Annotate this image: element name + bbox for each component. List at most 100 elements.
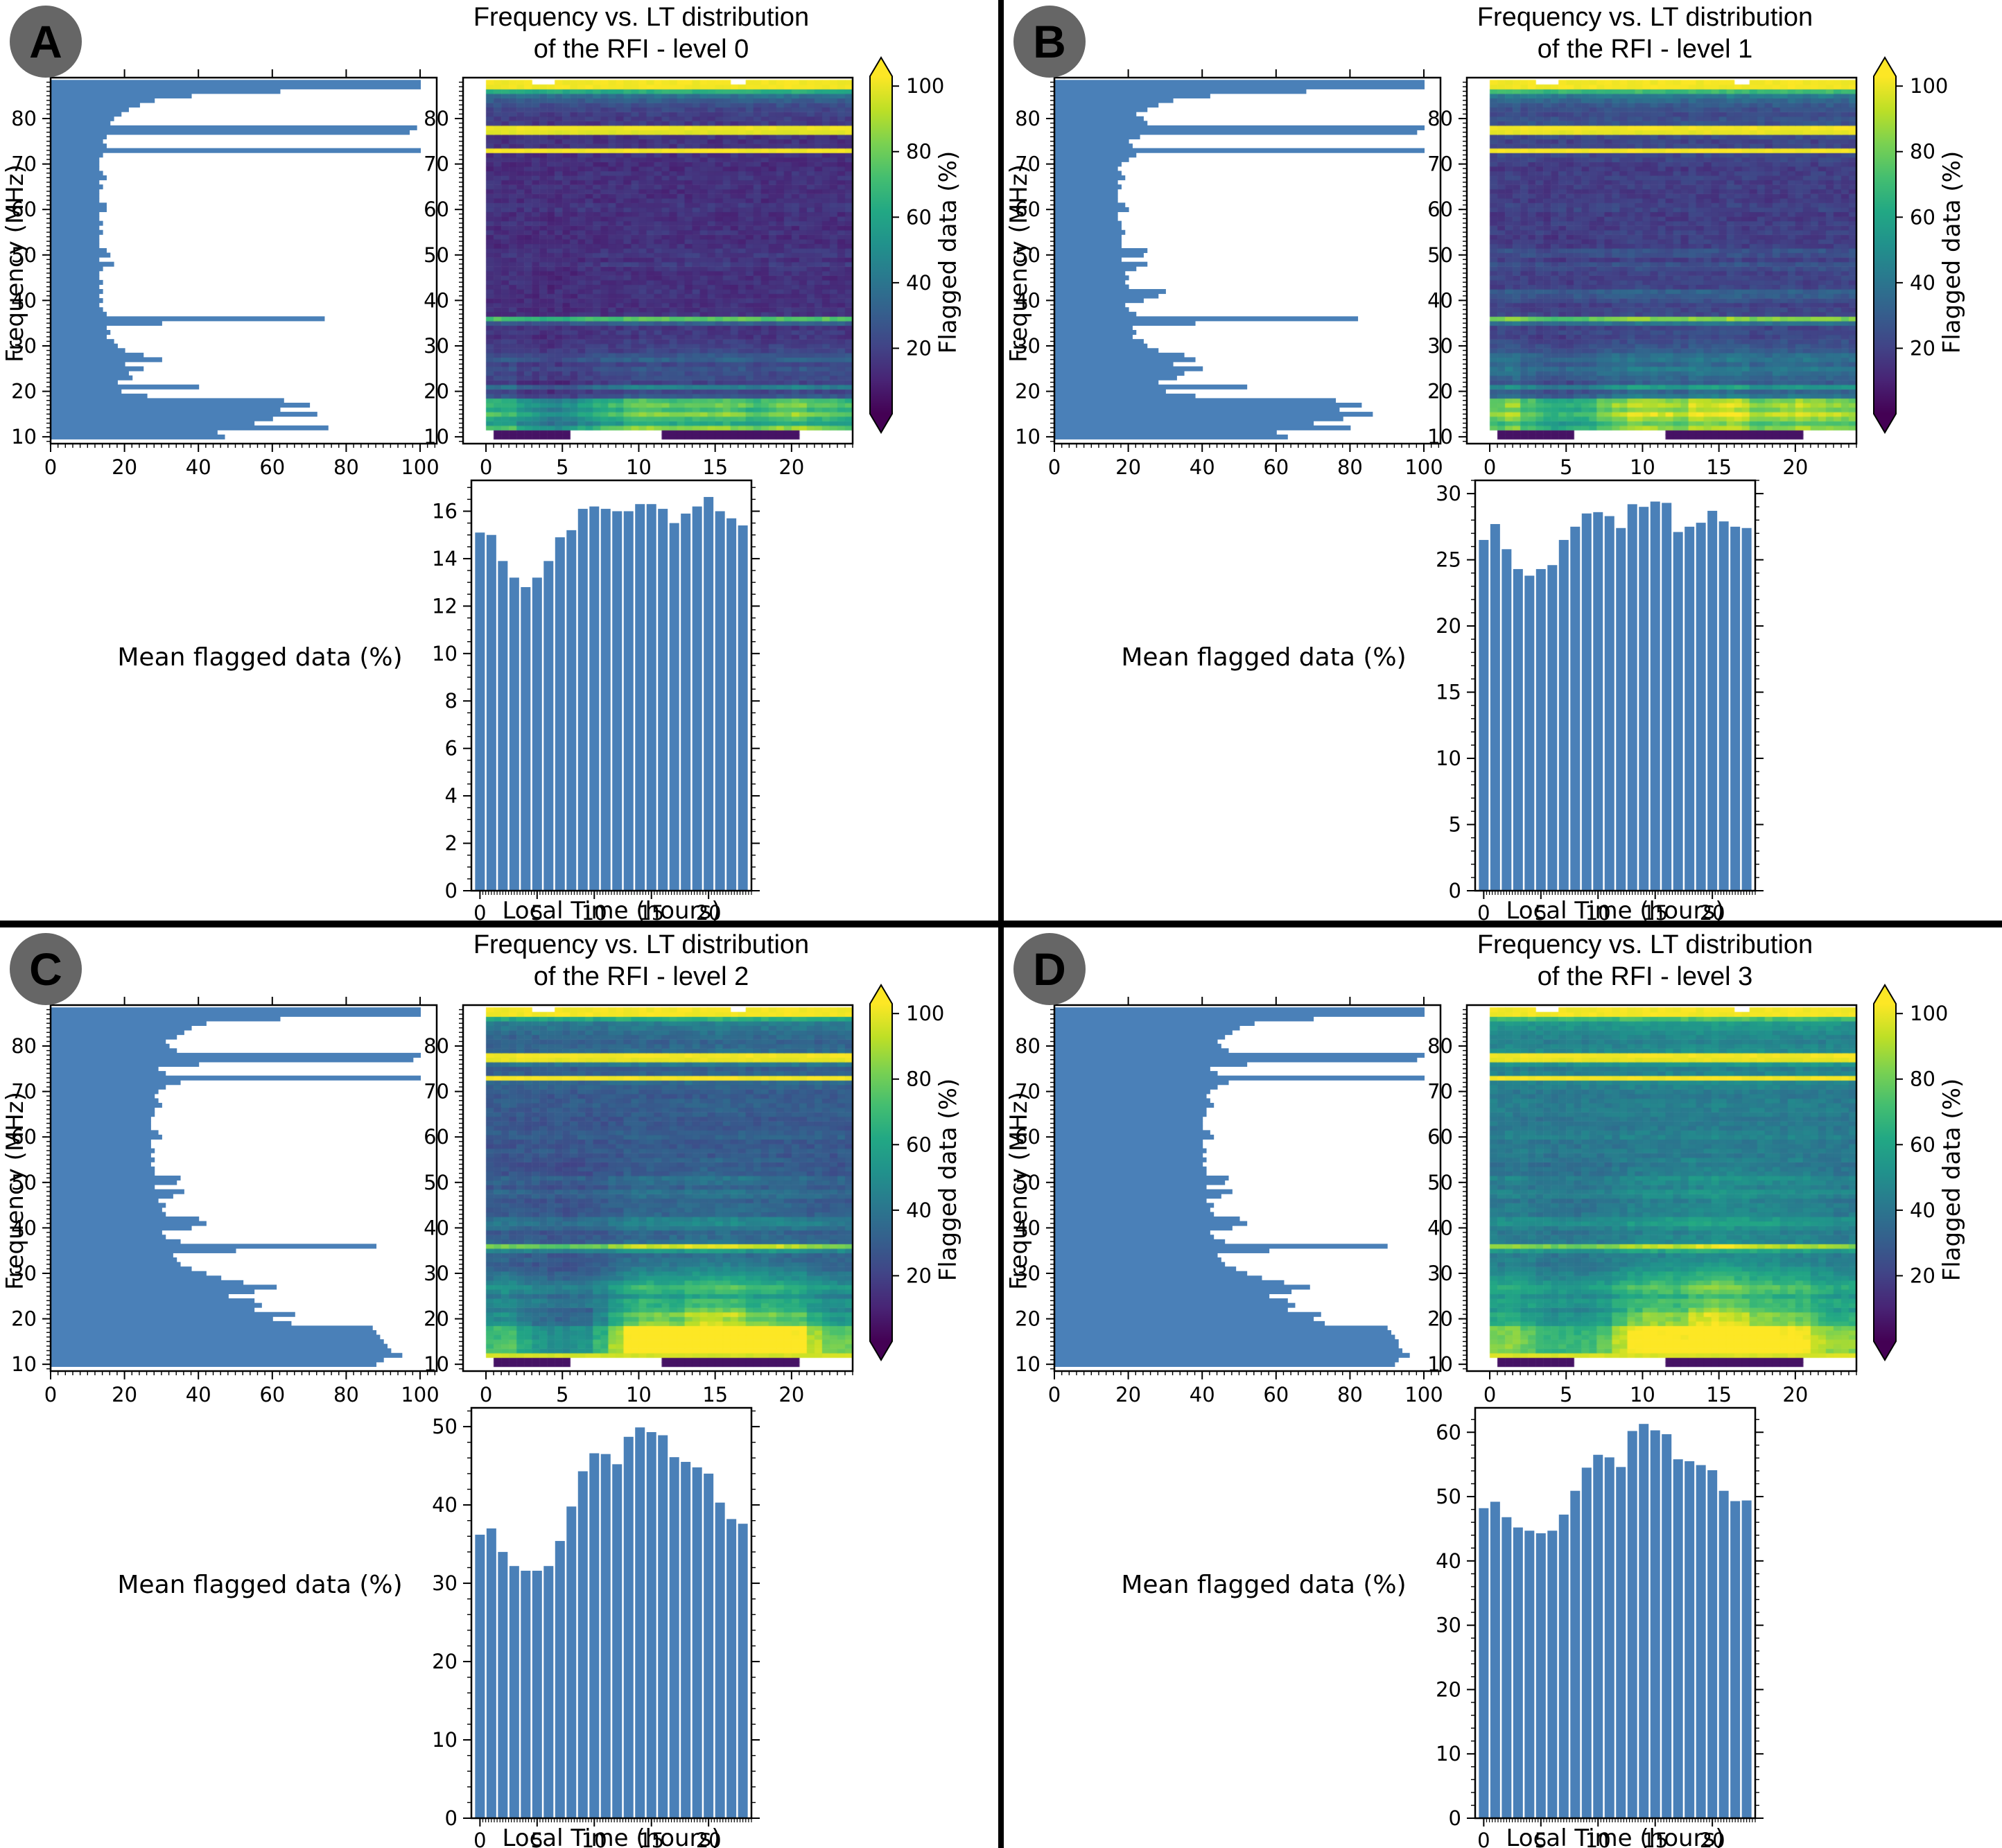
heatmap-axes: 0 5 10 15 20 10 20 30 40 50 60 70 80: [424, 76, 854, 479]
svg-text:12: 12: [432, 594, 458, 618]
svg-text:60: 60: [424, 198, 449, 221]
frequency-axis-label: Frequency (MHz): [1005, 164, 1033, 363]
svg-text:40: 40: [424, 1216, 449, 1239]
svg-text:30: 30: [424, 1262, 449, 1285]
svg-text:100: 100: [1910, 1002, 1948, 1025]
svg-text:20: 20: [1782, 455, 1808, 479]
svg-text:60: 60: [1015, 1125, 1041, 1149]
svg-text:60: 60: [906, 205, 932, 229]
svg-text:20: 20: [696, 1829, 722, 1848]
svg-text:20: 20: [1782, 1383, 1808, 1406]
svg-text:80: 80: [1427, 1034, 1453, 1058]
svg-text:10: 10: [432, 1728, 458, 1752]
flag-vs-frequency-chart: 0 20 40 60 80 100 10 20 30 40 50 60 70 80: [1015, 997, 1443, 1406]
frequency-axis-label: Frequency (MHz): [1005, 1092, 1033, 1290]
svg-text:60: 60: [259, 455, 285, 479]
flag-vs-frequency-chart: 0 20 40 60 80 100 10 20 30 40 50 60 70 80: [11, 997, 439, 1406]
svg-text:0: 0: [445, 879, 458, 903]
svg-text:20: 20: [11, 1307, 37, 1331]
svg-text:10: 10: [626, 1383, 652, 1406]
svg-text:20: 20: [424, 1307, 449, 1331]
panel-a: 0 20 40 60 80 100 10 20 30 40 50 60 70 80 0 5 10 15 20 10 20…: [0, 0, 998, 925]
svg-text:15: 15: [1706, 455, 1732, 479]
time-axis-label: Local Time (hours): [502, 897, 721, 925]
svg-text:10: 10: [1427, 425, 1453, 448]
svg-text:0: 0: [1048, 1383, 1061, 1406]
svg-text:100: 100: [401, 1383, 439, 1406]
svg-text:50: 50: [1015, 1171, 1041, 1194]
svg-text:40: 40: [1427, 1216, 1453, 1239]
svg-text:40: 40: [906, 271, 932, 295]
svg-text:15: 15: [638, 1829, 664, 1848]
svg-text:40: 40: [1436, 1549, 1461, 1573]
svg-text:100: 100: [906, 1002, 944, 1025]
svg-text:80: 80: [424, 107, 449, 130]
flag-vs-frequency-chart: 0 20 40 60 80 100 10 20 30 40 50 60 70 80: [1015, 69, 1443, 479]
svg-text:20: 20: [1910, 336, 1935, 360]
svg-text:40: 40: [11, 288, 37, 312]
colorbar-label: Flagged data (%): [1938, 150, 1966, 354]
svg-text:80: 80: [424, 1034, 449, 1058]
svg-text:15: 15: [1706, 1383, 1732, 1406]
svg-text:40: 40: [424, 288, 449, 312]
svg-text:70: 70: [424, 152, 449, 176]
svg-text:20: 20: [112, 1383, 137, 1406]
svg-text:40: 40: [1015, 288, 1041, 312]
colorbar-label: Flagged data (%): [934, 1078, 962, 1282]
hourly-mean-chart: 0 5 10 15 20 0 10 20 30 40 50: [432, 1406, 760, 1848]
svg-text:30: 30: [424, 334, 449, 358]
svg-text:30: 30: [11, 1262, 37, 1285]
panel-label-badge: A: [10, 6, 82, 78]
panel-letter: C: [29, 943, 62, 995]
svg-text:20: 20: [1910, 1264, 1935, 1287]
mean-flagged-label: Mean flagged data (%): [1121, 1571, 1407, 1599]
svg-text:70: 70: [1427, 152, 1453, 176]
svg-text:40: 40: [1427, 288, 1453, 312]
svg-text:6: 6: [445, 737, 458, 760]
svg-text:5: 5: [1535, 901, 1547, 925]
svg-text:10: 10: [1015, 425, 1041, 448]
svg-text:5: 5: [531, 901, 543, 925]
svg-text:40: 40: [11, 1216, 37, 1239]
svg-text:40: 40: [1190, 1383, 1215, 1406]
svg-text:50: 50: [11, 1171, 37, 1194]
svg-text:70: 70: [11, 152, 37, 176]
panel-title: Frequency vs. LT distribution of the RFI…: [1477, 3, 1813, 64]
svg-text:10: 10: [11, 425, 37, 448]
svg-text:100: 100: [1404, 1383, 1443, 1406]
svg-text:100: 100: [401, 455, 439, 479]
svg-text:20: 20: [1015, 1307, 1041, 1331]
colorbar-label: Flagged data (%): [1938, 1078, 1966, 1282]
svg-text:20: 20: [11, 380, 37, 403]
panel-label-badge: B: [1013, 6, 1086, 78]
svg-text:15: 15: [1642, 1829, 1668, 1848]
svg-text:40: 40: [906, 1198, 932, 1222]
svg-text:60: 60: [424, 1125, 449, 1149]
horizontal-panel-divider: [0, 921, 2002, 927]
svg-text:20: 20: [906, 1264, 932, 1287]
svg-text:80: 80: [1337, 1383, 1363, 1406]
panel-letter: A: [29, 16, 62, 67]
svg-text:70: 70: [1015, 1080, 1041, 1104]
hourly-mean-chart: 0 5 10 15 20 0 10 20 30 40 50 60: [1436, 1406, 1764, 1848]
svg-text:60: 60: [11, 1125, 37, 1149]
svg-text:10: 10: [1585, 1829, 1611, 1848]
svg-text:10: 10: [1436, 747, 1461, 770]
svg-text:70: 70: [424, 1080, 449, 1104]
frequency-axis-label: Frequency (MHz): [1, 1092, 29, 1290]
svg-text:10: 10: [432, 642, 458, 665]
svg-text:20: 20: [1436, 1677, 1461, 1701]
svg-text:40: 40: [186, 1383, 211, 1406]
svg-text:20: 20: [778, 1383, 804, 1406]
svg-text:10: 10: [1436, 1742, 1461, 1766]
time-axis-label: Local Time (hours): [1506, 897, 1725, 925]
svg-text:0: 0: [473, 901, 486, 925]
svg-text:60: 60: [1263, 455, 1289, 479]
svg-text:30: 30: [1427, 1262, 1453, 1285]
svg-text:40: 40: [186, 455, 211, 479]
